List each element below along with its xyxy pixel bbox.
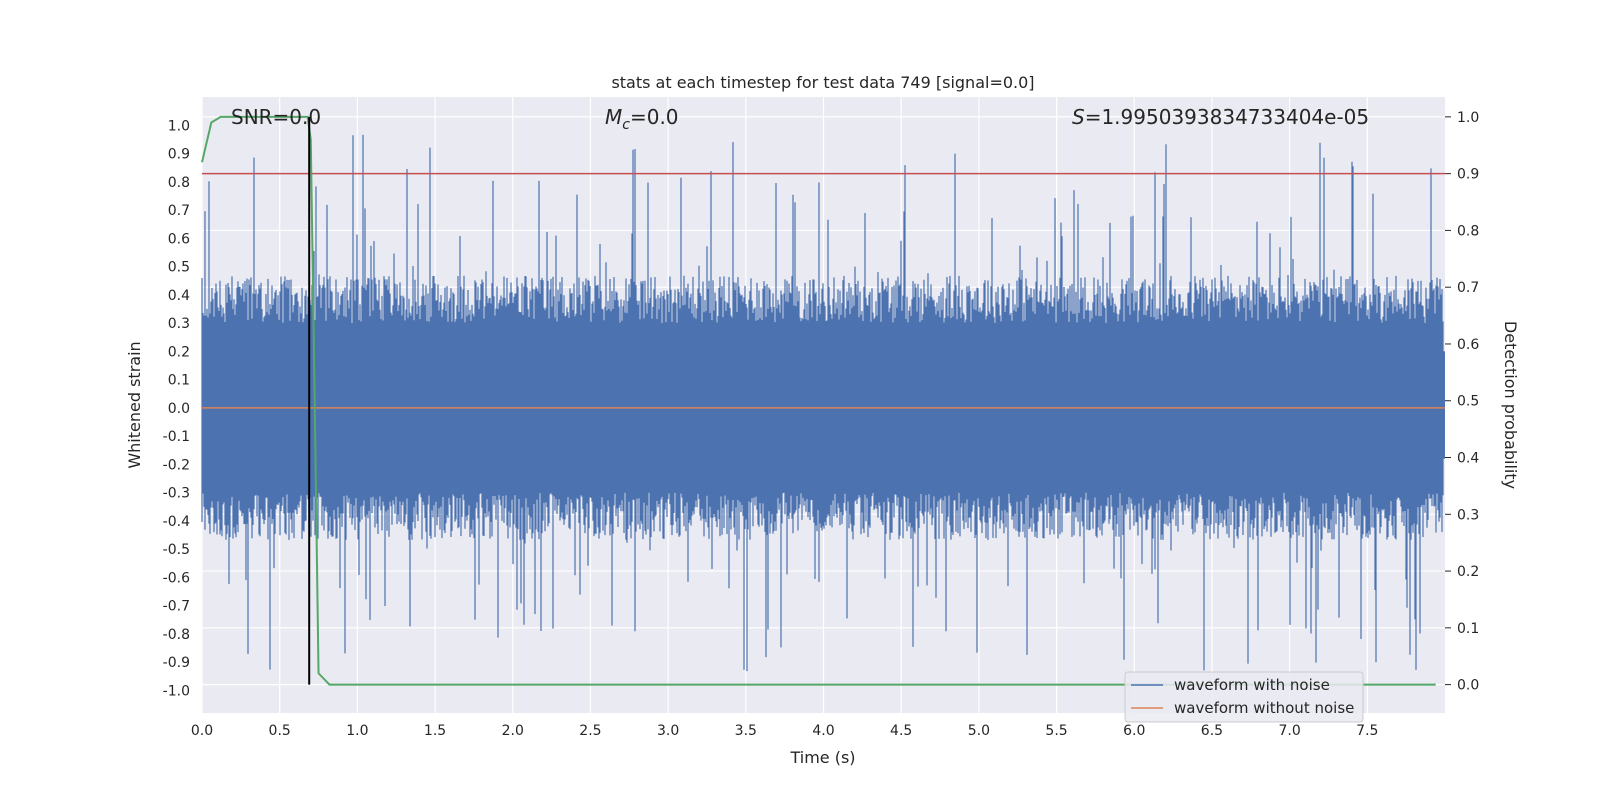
y-tick-label: -0.6 <box>163 570 190 586</box>
x-tick-label: 4.0 <box>812 723 834 739</box>
y-tick-label: -1.0 <box>163 683 190 699</box>
y-tick-label: 1.0 <box>168 118 190 134</box>
snr-statistic-annotation: S=1.9950393834733404e-05 <box>1072 105 1369 129</box>
x-tick-label: 1.0 <box>346 723 368 739</box>
y-tick-label: -0.9 <box>163 655 190 671</box>
y2-tick-label: 0.4 <box>1457 451 1479 467</box>
y2-axis-label: Detection probability <box>1501 321 1520 489</box>
x-tick-label: 1.5 <box>424 723 446 739</box>
y-tick-label: 0.9 <box>168 147 190 163</box>
x-tick-label: 0.0 <box>191 723 213 739</box>
y-tick-label: 0.7 <box>168 203 190 219</box>
y-tick-label: -0.3 <box>163 486 190 502</box>
s-value: =1.9950393834733404e-05 <box>1085 105 1369 129</box>
y2-tick-label: 0.0 <box>1457 678 1479 694</box>
y-tick-label: 0.4 <box>168 288 190 304</box>
y-tick-label: 0.6 <box>168 231 190 247</box>
x-axis-label: Time (s) <box>789 748 855 767</box>
y2-tick-label: 0.8 <box>1457 223 1479 239</box>
legend: waveform with noise waveform without noi… <box>1124 671 1364 723</box>
x-tick-label: 7.5 <box>1356 723 1378 739</box>
y-tick-label: -0.8 <box>163 627 190 643</box>
x-tick-label: 4.5 <box>890 723 912 739</box>
chirp-mass-annotation: Mc=0.0 <box>605 105 679 133</box>
y-tick-label: 0.1 <box>168 373 190 389</box>
y-tick-label: -0.4 <box>163 514 190 530</box>
x-tick-label: 5.5 <box>1045 723 1067 739</box>
y2-tick-label: 0.3 <box>1457 507 1479 523</box>
noise-waveform-series <box>201 134 1445 672</box>
x-tick-label: 3.5 <box>735 723 757 739</box>
y-tick-label: 0.8 <box>168 175 190 191</box>
x-tick-label: 6.5 <box>1201 723 1223 739</box>
y-tick-label: 0.3 <box>168 316 190 332</box>
y-tick-label: -0.5 <box>163 542 190 558</box>
x-tick-label: 7.0 <box>1278 723 1300 739</box>
y-tick-label: -0.2 <box>163 457 190 473</box>
x-tick-label: 3.0 <box>657 723 679 739</box>
x-tick-label: 2.0 <box>502 723 524 739</box>
x-tick-label: 2.5 <box>579 723 601 739</box>
mc-symbol: M <box>605 105 622 129</box>
x-tick-label: 6.0 <box>1123 723 1145 739</box>
y2-tick-label: 0.1 <box>1457 621 1479 637</box>
snr-annotation: SNR=0.0 <box>231 105 321 129</box>
mc-subscript: c <box>622 117 630 133</box>
noise-core-band <box>202 351 1445 459</box>
y-axis-label: Whitened strain <box>125 341 144 468</box>
chart-title: stats at each timestep for test data 749… <box>611 73 1034 92</box>
mc-value: =0.0 <box>630 105 679 129</box>
detection-probability-line <box>201 115 1436 686</box>
y2-tick-label: 0.6 <box>1457 337 1479 353</box>
legend-label-clean: waveform without noise <box>1174 699 1354 717</box>
y2-tick-label: 0.2 <box>1457 564 1479 580</box>
legend-label-noise: waveform with noise <box>1174 676 1330 694</box>
s-symbol: S <box>1072 105 1085 129</box>
x-tick-label: 5.0 <box>968 723 990 739</box>
y-tick-label: -0.7 <box>163 599 190 615</box>
y2-tick-label: 0.5 <box>1457 394 1479 410</box>
x-tick-label: 0.5 <box>269 723 291 739</box>
y-tick-label: 0.2 <box>168 344 190 360</box>
y-tick-label: 0.5 <box>168 260 190 276</box>
y-tick-label: -0.1 <box>163 429 190 445</box>
y2-tick-label: 0.7 <box>1457 280 1479 296</box>
axis-ticks: 0.0 0.5 1.0 1.5 2.0 2.5 3.0 3.5 4.0 4.5 5.0 5.5 6.0 6… <box>163 110 1480 739</box>
chart-marks <box>201 115 1445 686</box>
legend-box <box>1124 671 1364 723</box>
y-tick-label: 0.0 <box>168 401 190 417</box>
y2-tick-label: 1.0 <box>1457 110 1479 126</box>
y2-tick-label: 0.9 <box>1457 167 1479 183</box>
